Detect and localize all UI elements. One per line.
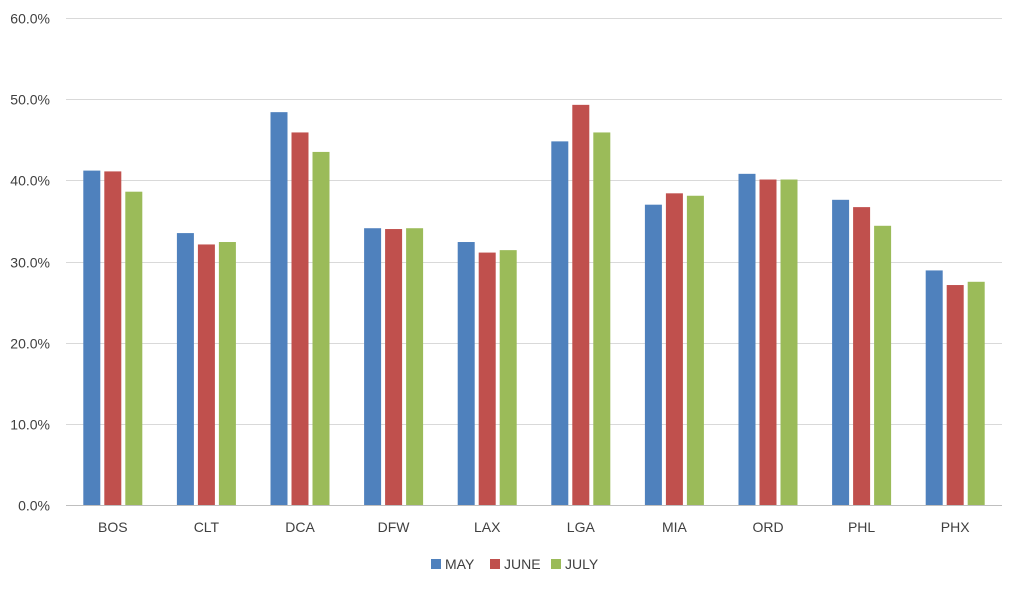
x-tick-label: CLT: [194, 519, 220, 535]
y-axis-tick-labels: 0.0% 10.0% 20.0% 30.0% 40.0% 50.0% 60.0%: [10, 11, 50, 514]
legend-swatch-july: [551, 559, 561, 569]
x-tick-label: DCA: [285, 519, 315, 535]
x-tick-label: PHL: [848, 519, 875, 535]
bar-may-lax: [457, 242, 475, 505]
bar-june-bos: [104, 171, 122, 505]
bar-june-clt: [197, 244, 215, 505]
bar-june-dfw: [385, 229, 403, 506]
bar-july-dca: [312, 151, 330, 506]
bar-june-phx: [946, 285, 964, 505]
bar-july-lga: [593, 132, 611, 505]
bar-july-bos: [125, 191, 143, 506]
bar-may-mia: [644, 204, 662, 505]
bar-may-phx: [925, 270, 943, 505]
x-tick-label: PHX: [941, 519, 970, 535]
y-tick-label: 0.0%: [18, 498, 50, 514]
x-tick-label: ORD: [752, 519, 783, 535]
bar-june-lga: [572, 104, 590, 506]
bar-may-dfw: [364, 228, 382, 505]
bars: [83, 104, 985, 506]
bar-may-clt: [176, 233, 194, 505]
bar-july-dfw: [406, 228, 424, 505]
bar-june-dca: [291, 132, 309, 505]
legend: MAY JUNE JULY: [431, 556, 599, 572]
x-tick-label: LGA: [567, 519, 596, 535]
legend-swatch-may: [431, 559, 441, 569]
bar-may-ord: [738, 173, 756, 505]
bar-july-clt: [218, 242, 236, 505]
y-tick-label: 20.0%: [10, 336, 50, 352]
bar-july-mia: [686, 195, 704, 505]
x-tick-label: DFW: [378, 519, 411, 535]
bar-june-mia: [665, 193, 683, 505]
legend-label-july: JULY: [565, 556, 599, 572]
bar-may-phl: [832, 199, 850, 505]
y-tick-label: 60.0%: [10, 11, 50, 27]
legend-label-june: JUNE: [504, 556, 541, 572]
x-tick-label: BOS: [98, 519, 128, 535]
x-axis-tick-labels: BOS CLT DCA DFW LAX LGA MIA ORD PHL PHX: [98, 519, 970, 535]
bar-may-dca: [270, 112, 288, 506]
bar-july-ord: [780, 179, 798, 505]
x-tick-label: LAX: [474, 519, 501, 535]
bar-july-phl: [874, 225, 892, 505]
y-tick-label: 50.0%: [10, 92, 50, 108]
bar-june-lax: [478, 252, 496, 505]
x-tick-label: MIA: [662, 519, 688, 535]
bar-july-lax: [499, 250, 517, 505]
y-tick-label: 30.0%: [10, 255, 50, 271]
bar-may-lga: [551, 141, 569, 505]
bar-may-bos: [83, 170, 101, 506]
bar-june-ord: [759, 179, 777, 505]
legend-swatch-june: [490, 559, 500, 569]
bar-june-phl: [853, 207, 871, 505]
bar-july-phx: [967, 281, 985, 505]
y-tick-label: 10.0%: [10, 417, 50, 433]
legend-label-may: MAY: [445, 556, 475, 572]
y-tick-label: 40.0%: [10, 173, 50, 189]
